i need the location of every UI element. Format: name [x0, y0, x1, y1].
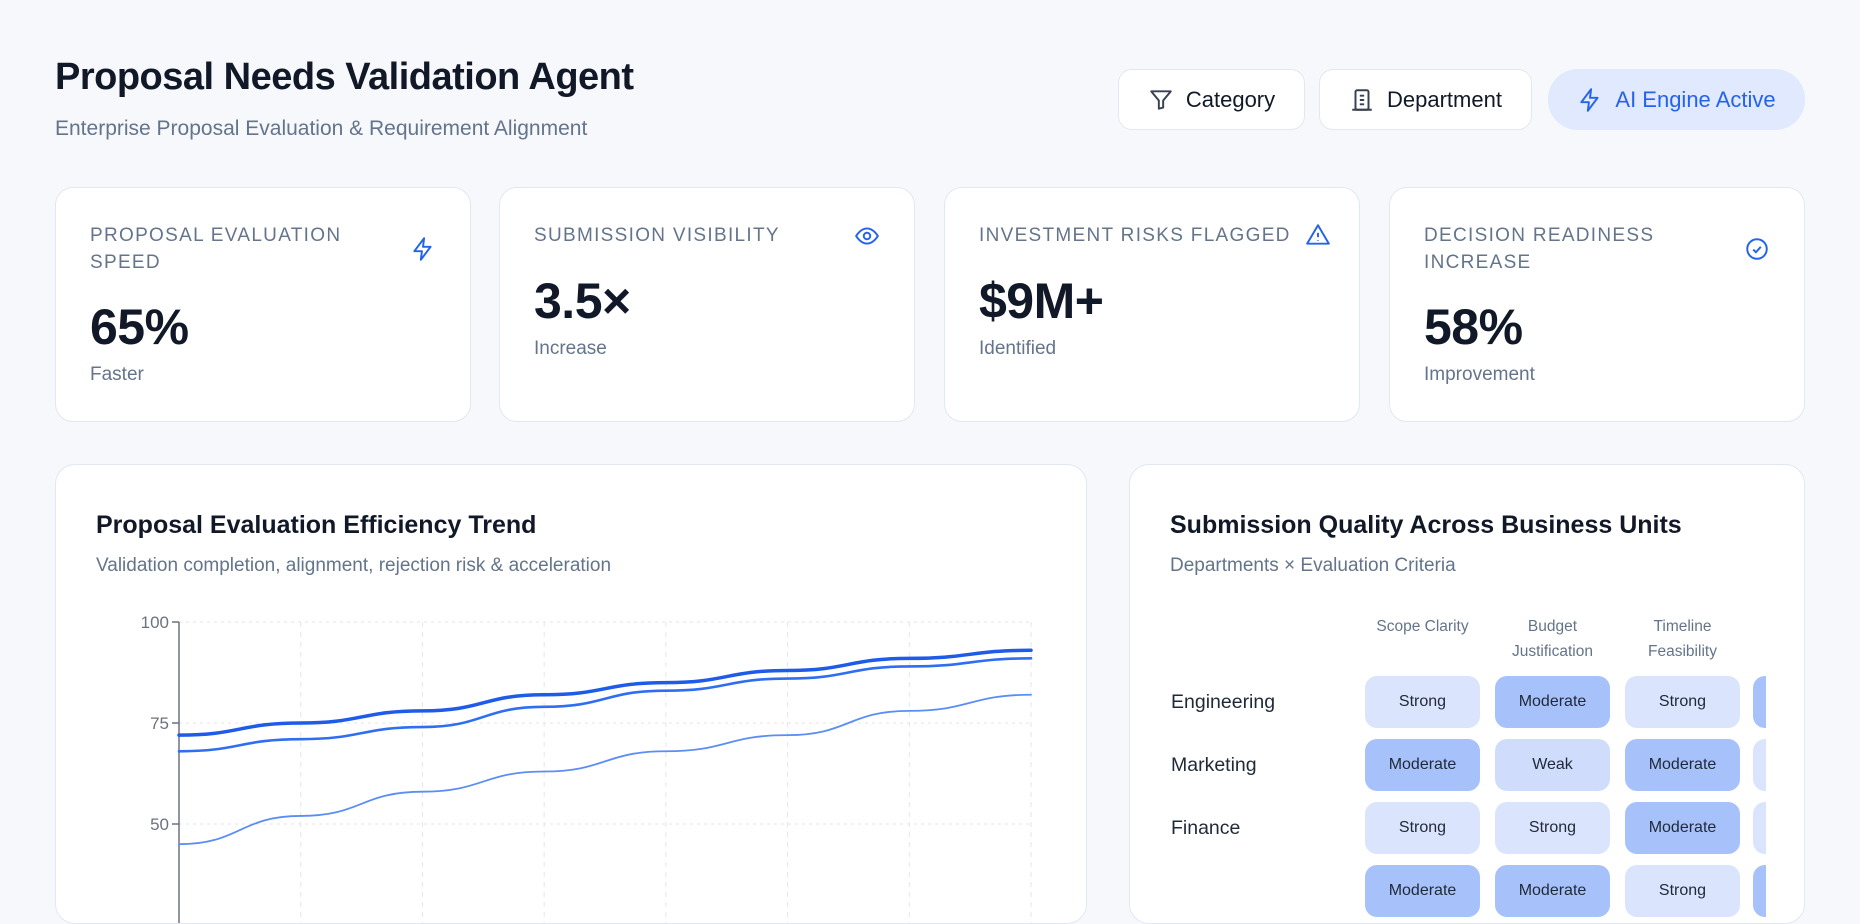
column-header-line: Timeline — [1653, 618, 1712, 635]
heatmap-cell[interactable]: Moderate — [1753, 676, 1766, 728]
efficiency-trend-chart: 100 75 50 — [141, 613, 1033, 923]
kpi-label: Proposal Evaluation Speed — [90, 225, 342, 273]
column-header-line — [1753, 639, 1766, 664]
heatmap-cell[interactable]: Moderate — [1625, 739, 1740, 791]
heatmap-cell[interactable]: Moderate — [1495, 676, 1610, 728]
y-tick-label: 75 — [150, 714, 169, 733]
heatmap-grid: Scope Clarity Budget Justification Timeline… — [1130, 465, 1766, 923]
kpi-label: Decision Readiness Increase — [1424, 225, 1655, 273]
heatmap-title: Submission Quality Across Business Units — [1170, 511, 1682, 539]
heatmap-cell[interactable]: Moderate — [1753, 865, 1766, 917]
row-label: Marketing — [1171, 754, 1257, 776]
row-label: Engineering — [1171, 691, 1276, 713]
kpi-label: Submission Visibility — [534, 225, 780, 246]
column-header-line — [1365, 639, 1480, 664]
kpi-label: Investment Risks Flagged — [979, 225, 1291, 246]
filter-icon — [1150, 89, 1172, 110]
heatmap-cell[interactable]: Moderate — [1625, 802, 1740, 854]
chart-subtitle: Validation completion, alignment, reject… — [96, 555, 612, 576]
heatmap-cell[interactable]: Strong — [1753, 802, 1766, 854]
category-filter-button[interactable]: Category — [1118, 69, 1305, 130]
heatmap-cell[interactable]: Strong — [1365, 802, 1480, 854]
efficiency-trend-panel: Proposal Evaluation Efficiency Trend Val… — [55, 464, 1087, 924]
building-icon — [1352, 88, 1372, 111]
kpi-value: 58% — [1424, 299, 1523, 355]
kpi-sub: Increase — [534, 338, 607, 359]
column-header-line: Justification — [1512, 643, 1593, 660]
ai-engine-label: AI Engine Active — [1615, 86, 1776, 112]
heatmap-cell[interactable]: Strong — [1753, 739, 1766, 791]
heatmap-cell[interactable]: Strong — [1365, 676, 1480, 728]
warning-icon — [1306, 224, 1330, 245]
heatmap-cell[interactable]: Strong — [1625, 865, 1740, 917]
chart-title: Proposal Evaluation Efficiency Trend — [96, 511, 537, 539]
heatmap-cell[interactable]: Moderate — [1365, 739, 1480, 791]
lightning-icon — [1580, 87, 1599, 112]
department-label: Department — [1387, 86, 1502, 112]
check-circle-icon — [1746, 238, 1768, 260]
kpi-value: $9M+ — [979, 273, 1104, 329]
lightning-icon — [413, 237, 432, 261]
y-tick-label: 50 — [150, 815, 169, 834]
y-tick-label: 100 — [141, 613, 169, 632]
ai-engine-status-button[interactable]: AI Engine Active — [1548, 69, 1805, 130]
department-filter-button[interactable]: Department — [1319, 69, 1532, 130]
kpi-card-evaluation-speed: Proposal Evaluation Speed 65% Faster — [55, 187, 471, 422]
heatmap-cell[interactable]: Moderate — [1495, 865, 1610, 917]
column-header-line: Feasibility — [1648, 643, 1717, 660]
column-header: Timeline Feasibility — [1625, 614, 1740, 664]
kpi-card-submission-visibility: Submission Visibility 3.5× Increase — [499, 187, 915, 422]
heatmap-subtitle: Departments × Evaluation Criteria — [1170, 555, 1456, 576]
kpi-value: 3.5× — [534, 273, 631, 329]
kpi-card-decision-readiness: Decision Readiness Increase 58% Improvem… — [1389, 187, 1805, 422]
column-header: A — [1753, 614, 1766, 664]
page-subtitle: Enterprise Proposal Evaluation & Require… — [55, 117, 588, 140]
category-label: Category — [1185, 86, 1276, 112]
kpi-value: 65% — [90, 299, 189, 355]
row-label: Finance — [1171, 817, 1241, 839]
kpi-sub: Identified — [979, 338, 1057, 359]
column-header-line: Budget — [1527, 618, 1578, 635]
kpi-card-investment-risks: Investment Risks Flagged $9M+ Identified — [944, 187, 1360, 422]
submission-quality-panel: Submission Quality Across Business Units… — [1129, 464, 1805, 924]
kpi-sub: Improvement — [1424, 364, 1535, 385]
column-header-line: Scope Clarity — [1376, 618, 1469, 635]
series-line-1 — [177, 648, 1033, 737]
column-header: Scope Clarity — [1365, 614, 1480, 664]
heatmap-cell[interactable]: Strong — [1625, 676, 1740, 728]
series-line-3 — [178, 693, 1032, 846]
heatmap-cell[interactable]: Weak — [1495, 739, 1610, 791]
page-title: Proposal Needs Validation Agent — [55, 56, 634, 98]
kpi-sub: Faster — [90, 364, 144, 385]
eye-icon — [855, 227, 879, 245]
heatmap-cell[interactable]: Moderate — [1365, 865, 1480, 917]
column-header: Budget Justification — [1495, 614, 1610, 664]
column-header-line: A — [1753, 614, 1766, 639]
series-line-2 — [177, 657, 1033, 753]
heatmap-cell[interactable]: Strong — [1495, 802, 1610, 854]
